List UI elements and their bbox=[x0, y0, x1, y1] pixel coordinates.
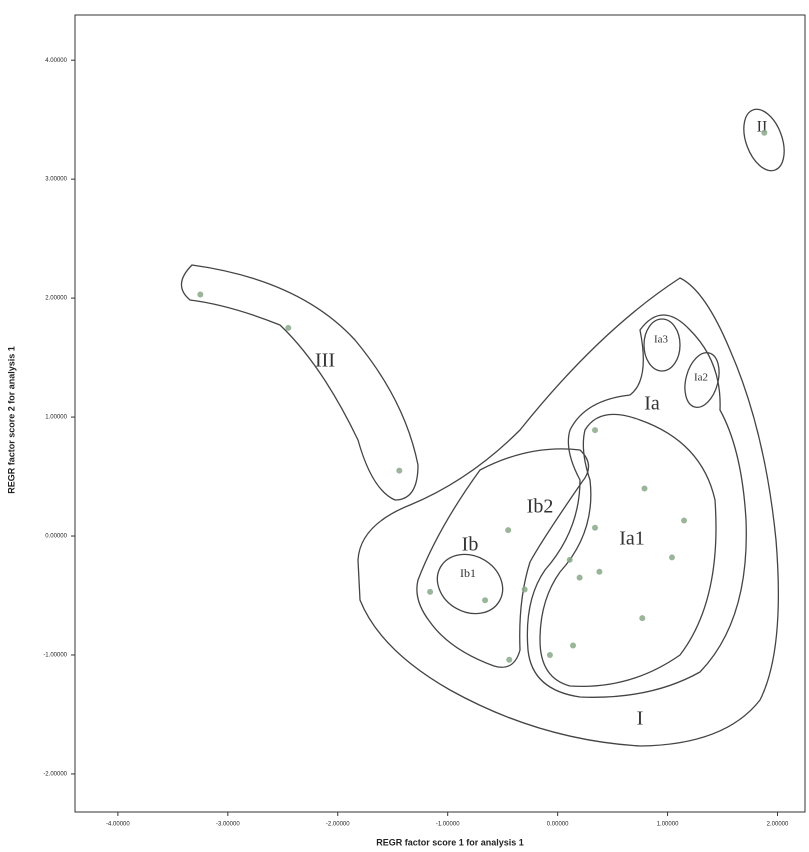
point bbox=[761, 129, 768, 136]
outline-ia1 bbox=[539, 413, 717, 688]
point bbox=[596, 568, 603, 575]
outline-ib1 bbox=[436, 553, 504, 615]
y-tick-label: 1.00000 bbox=[45, 415, 67, 421]
cluster-outlines bbox=[180, 108, 785, 747]
y-tick-label: 2.00000 bbox=[45, 296, 67, 302]
y-tick-label: -2.00000 bbox=[43, 772, 67, 778]
outline-ia bbox=[526, 314, 747, 698]
point bbox=[505, 527, 512, 534]
point bbox=[668, 554, 675, 561]
label-ia1: Ia1 bbox=[619, 528, 645, 550]
point bbox=[427, 588, 434, 595]
label-ia2: Ia2 bbox=[694, 372, 708, 384]
label-ib1: Ib1 bbox=[460, 566, 476, 580]
y-axis-title: REGR factor score 2 for analysis 1 bbox=[6, 346, 16, 494]
point bbox=[546, 651, 553, 658]
point bbox=[566, 556, 573, 563]
point bbox=[482, 597, 489, 604]
x-tick-label: -4.00000 bbox=[106, 822, 130, 828]
x-tick-label: -1.00000 bbox=[436, 822, 460, 828]
point bbox=[576, 574, 583, 581]
x-axis-title: REGR factor score 1 for analysis 1 bbox=[376, 837, 524, 847]
y-tick-label: 0.00000 bbox=[45, 534, 67, 540]
outline-i bbox=[357, 277, 779, 747]
y-tick-label: 4.00000 bbox=[45, 58, 67, 64]
x-tick-label: 1.00000 bbox=[657, 822, 679, 828]
label-ia3: Ia3 bbox=[654, 334, 669, 346]
point bbox=[285, 324, 292, 331]
point bbox=[197, 291, 204, 298]
x-tick-label: 2.00000 bbox=[767, 822, 789, 828]
point bbox=[570, 642, 577, 649]
plot-frame bbox=[74, 14, 806, 813]
point bbox=[592, 427, 599, 434]
point bbox=[592, 524, 599, 531]
label-ib: Ib bbox=[462, 534, 479, 556]
outline-ia2 bbox=[684, 351, 720, 409]
outline-ib bbox=[416, 448, 590, 668]
outline-ii bbox=[743, 108, 785, 172]
outline-ia3 bbox=[643, 318, 681, 372]
label-ib2: Ib2 bbox=[527, 496, 554, 518]
label-ia: Ia bbox=[644, 393, 660, 415]
y-tick-label: -1.00000 bbox=[43, 653, 67, 659]
point bbox=[639, 615, 646, 622]
label-ii: II bbox=[757, 119, 768, 136]
point bbox=[506, 656, 513, 663]
point bbox=[396, 467, 403, 474]
point bbox=[521, 586, 528, 593]
y-tick-label: 3.00000 bbox=[45, 177, 67, 183]
x-tick-label: -3.00000 bbox=[216, 822, 240, 828]
x-tick-label: 0.00000 bbox=[547, 822, 569, 828]
label-i: I bbox=[637, 708, 644, 730]
hand-labels: I III II Ia Ia1 Ib Ib2 Ib1 Ia3 Ia2 bbox=[315, 119, 767, 730]
outline-iii bbox=[180, 264, 419, 501]
point bbox=[641, 485, 648, 492]
x-tick-label: -2.00000 bbox=[326, 822, 350, 828]
label-iii: III bbox=[315, 350, 335, 372]
point bbox=[681, 517, 688, 524]
